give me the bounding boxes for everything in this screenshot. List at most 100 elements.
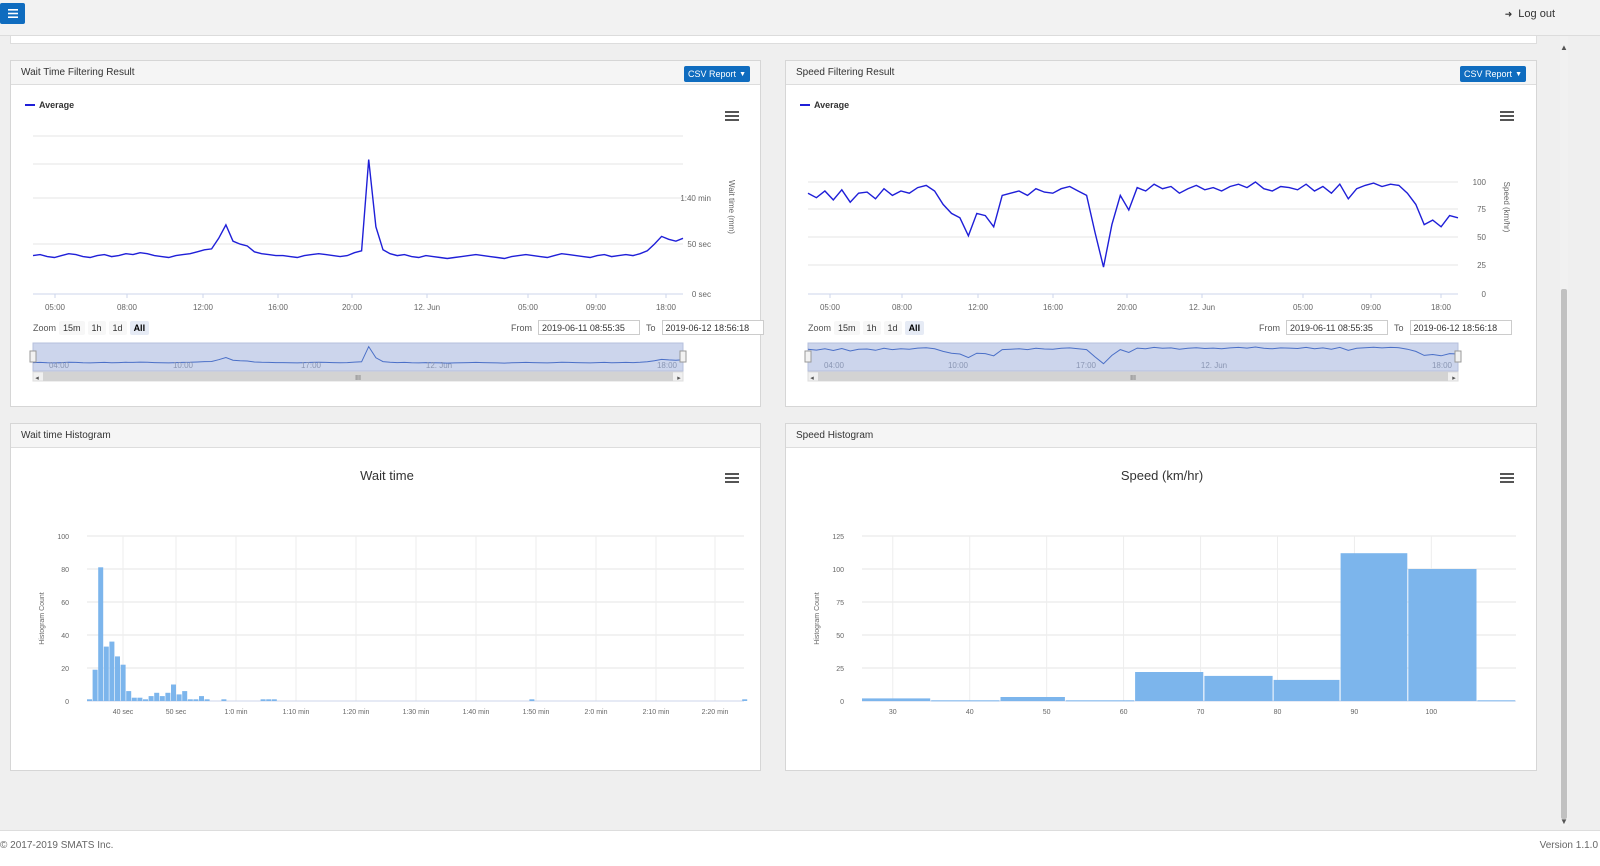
histogram-bar [176, 694, 182, 701]
navigator-series [32, 345, 684, 364]
legend-average[interactable]: Average [800, 100, 849, 110]
zoom-all-button[interactable]: All [129, 321, 150, 335]
histogram-bar [109, 641, 115, 701]
x-tick-label: 60 [1120, 709, 1128, 716]
histogram-bar [171, 684, 176, 701]
zoom-1h-button[interactable]: 1h [87, 321, 106, 335]
navigator[interactable]: 04:00 10:00 17:00 12. Jun 18:00 ◂ ▸ III [786, 341, 1536, 385]
version-text: Version 1.1.0 [1539, 840, 1598, 851]
footer: © 2017-2019 SMATS Inc. Version 1.1.0 [0, 830, 1600, 866]
histogram-bar [143, 699, 148, 701]
zoom-15m-button[interactable]: 15m [834, 321, 860, 335]
panel-title: Wait Time Filtering Result [21, 67, 135, 78]
x-tick-label: 12. Jun [414, 303, 440, 312]
from-date-input[interactable] [538, 320, 640, 335]
navigator-handle [1454, 350, 1462, 363]
x-tick-label: 2:20 min [702, 709, 729, 716]
date-range: From To [1259, 320, 1512, 335]
from-label: From [1259, 322, 1280, 333]
to-date-input[interactable] [1409, 320, 1512, 335]
top-bar: ➜ Log out [0, 0, 1600, 36]
y-tick-label: 100 [57, 534, 69, 541]
panel-title: Speed Filtering Result [796, 67, 895, 78]
caret-down-icon: ▼ [1515, 70, 1522, 78]
speed-histogram-panel: Speed Histogram Speed (km/hr) 0 25 50 75 100… [785, 423, 1537, 771]
x-tick-label: 12. Jun [1189, 303, 1215, 312]
x-tick-label: 1:10 min [283, 709, 310, 716]
x-tick-label: 05:00 [518, 303, 539, 312]
x-tick-label: 05:00 [820, 303, 841, 312]
x-tick-label: 50 [1043, 709, 1051, 716]
x-tick-label: 2:0 min [585, 709, 608, 716]
scroll-right-arrow: ▸ [677, 375, 681, 382]
navigator-series [807, 346, 1459, 365]
csv-report-button[interactable]: CSV Report ▼ [684, 66, 750, 82]
y-tick-label: 75 [1477, 205, 1486, 214]
legend-label: Average [814, 100, 850, 110]
chart-menu-icon[interactable] [725, 110, 739, 122]
histogram-bar [115, 656, 120, 701]
csv-report-label: CSV Report [1464, 69, 1513, 79]
navigator-scrollbar-thumb [818, 372, 1448, 381]
histogram-bar [266, 699, 272, 701]
scroll-grip: III [355, 375, 361, 382]
csv-report-label: CSV Report [688, 69, 737, 79]
scroll-right-arrow: ▸ [1452, 375, 1456, 382]
from-label: From [511, 322, 532, 333]
y-axis-title: Wait time (mm) [727, 180, 736, 234]
navigator-handle [804, 350, 812, 363]
speed-line-chart: 05:00 08:00 12:00 16:00 20:00 12. Jun 05:00 09:… [807, 178, 1511, 312]
y-tick-label: 25 [836, 666, 844, 673]
panel-title: Wait time Histogram [21, 430, 111, 441]
x-tick-label: 80 [1274, 709, 1282, 716]
histogram-bar [204, 699, 210, 701]
x-tick-label: 90 [1351, 709, 1359, 716]
wait-time-histogram: 0 20 40 60 80 100 40 sec 50 sec 1:0 min 1:10 min 1… [39, 534, 748, 716]
to-date-input[interactable] [661, 320, 764, 335]
zoom-1h-button[interactable]: 1h [862, 321, 881, 335]
vertical-scrollbar[interactable]: ▲ ▼ [1560, 36, 1568, 826]
histogram-bar [137, 697, 143, 701]
y-tick-label: 100 [832, 567, 844, 574]
x-tick-label: 08:00 [117, 303, 138, 312]
series-line-average [32, 159, 684, 260]
y-tick-label: 100 [1473, 178, 1487, 187]
x-tick-label: 09:00 [1361, 303, 1382, 312]
navigator-handle [29, 350, 37, 363]
logout-link[interactable]: ➜ Log out [1505, 8, 1555, 20]
scroll-left-arrow: ◂ [810, 375, 814, 382]
chart-menu-icon[interactable] [725, 472, 739, 484]
to-label: To [646, 322, 656, 333]
zoom-15m-button[interactable]: 15m [59, 321, 85, 335]
wait-time-histogram-panel: Wait time Histogram Wait time 0 20 40 60 80 1… [10, 423, 761, 771]
to-label: To [1394, 322, 1404, 333]
histogram-bar [1135, 672, 1204, 701]
y-tick-label: 1:40 min [680, 194, 711, 203]
navigator-tick-label: 17:00 [1076, 361, 1097, 370]
x-tick-label: 16:00 [1043, 303, 1064, 312]
hamburger-menu-button[interactable] [0, 3, 25, 24]
histogram-bar [131, 697, 137, 701]
histogram-bar [92, 669, 98, 701]
navigator[interactable]: 04:00 10:00 17:00 12. Jun 18:00 ◂ ▸ III [11, 341, 760, 385]
zoom-all-button[interactable]: All [904, 321, 925, 335]
csv-report-button[interactable]: CSV Report ▼ [1460, 66, 1526, 82]
y-tick-label: 0 [840, 699, 844, 706]
navigator-scrollbar-thumb [43, 372, 673, 381]
x-tick-label: 09:00 [586, 303, 607, 312]
zoom-1d-button[interactable]: 1d [883, 321, 902, 335]
y-tick-label: 125 [832, 534, 844, 541]
caret-down-icon: ▼ [739, 70, 746, 78]
chart-menu-icon[interactable] [1500, 110, 1514, 122]
zoom-1d-button[interactable]: 1d [108, 321, 127, 335]
histogram-bar [199, 696, 204, 701]
y-tick-label: 80 [61, 567, 69, 574]
from-date-input[interactable] [1286, 320, 1388, 335]
chart-menu-icon[interactable] [1500, 472, 1514, 484]
legend-average[interactable]: Average [25, 100, 74, 110]
histogram-bar [120, 664, 126, 701]
speed-filtering-panel: Speed Filtering Result CSV Report ▼ Aver… [785, 60, 1537, 407]
series-line-average [807, 181, 1459, 268]
sign-out-icon: ➜ [1504, 8, 1513, 19]
y-axis-title: Speed (km/hr) [1502, 182, 1511, 233]
